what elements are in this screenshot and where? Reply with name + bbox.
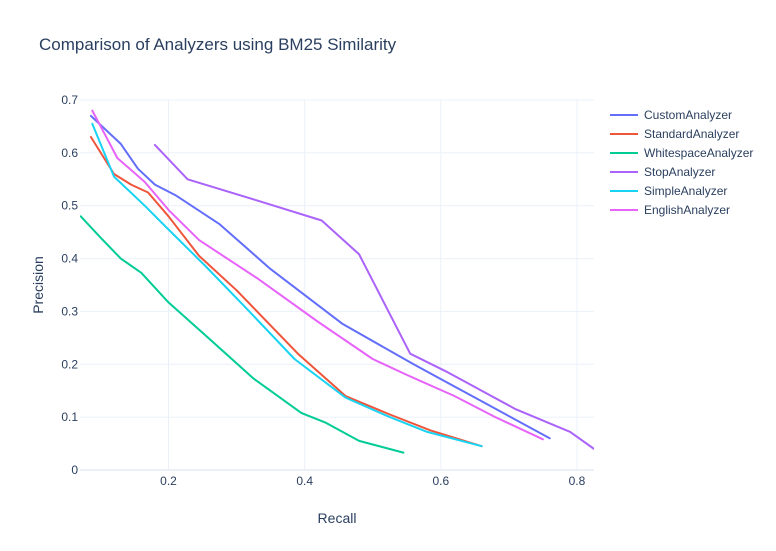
y-tick-label: 0.3	[61, 304, 78, 318]
legend-item-standardanalyzer[interactable]: StandardAnalyzer	[610, 127, 739, 141]
y-tick-label: 0	[71, 463, 78, 477]
series-line-customanalyzer	[89, 114, 551, 440]
x-axis-label: Recall	[318, 510, 357, 526]
y-tick-label: 0.2	[61, 357, 78, 371]
y-tick-label: 0.1	[61, 410, 78, 424]
legend-label: CustomAnalyzer	[644, 108, 732, 122]
legend-label: WhitespaceAnalyzer	[644, 146, 753, 160]
y-tick-label: 0.7	[61, 93, 78, 107]
y-tick-label: 0.4	[61, 252, 78, 266]
series-line-standardanalyzer	[89, 136, 483, 448]
legend-label: StopAnalyzer	[644, 165, 715, 179]
x-tick-label: 0.6	[432, 474, 449, 488]
legend-label: EnglishAnalyzer	[644, 203, 730, 217]
x-tick-labels: 0.2 0.4 0.6 0.8	[160, 474, 585, 488]
x-tick-label: 0.4	[296, 474, 313, 488]
y-tick-labels: 0 0.1 0.2 0.3 0.4 0.5 0.6 0.7	[61, 93, 78, 477]
x-tick-label: 0.8	[569, 474, 586, 488]
y-axis-label: Precision	[30, 256, 46, 314]
series-line-englishanalyzer	[91, 109, 544, 441]
x-tick-label: 0.2	[160, 474, 177, 488]
grid-layer	[80, 99, 594, 471]
chart-title: Comparison of Analyzers using BM25 Simil…	[39, 35, 397, 54]
series-line-whitespaceanalyzer	[80, 215, 405, 454]
legend[interactable]: CustomAnalyzer StandardAnalyzer Whitespace…	[610, 108, 753, 217]
y-tick-label: 0.6	[61, 146, 78, 160]
legend-item-englishanalyzer[interactable]: EnglishAnalyzer	[610, 203, 730, 217]
legend-item-whitespaceanalyzer[interactable]: WhitespaceAnalyzer	[610, 146, 753, 160]
legend-label: StandardAnalyzer	[644, 127, 739, 141]
y-tick-label: 0.5	[61, 199, 78, 213]
legend-item-stopanalyzer[interactable]: StopAnalyzer	[610, 165, 715, 179]
legend-label: SimpleAnalyzer	[644, 184, 727, 198]
legend-item-customanalyzer[interactable]: CustomAnalyzer	[610, 108, 732, 122]
series-layer	[80, 109, 594, 454]
legend-item-simpleanalyzer[interactable]: SimpleAnalyzer	[610, 184, 727, 198]
series-line-stopanalyzer	[153, 143, 594, 450]
series-line-simpleanalyzer	[91, 122, 483, 448]
